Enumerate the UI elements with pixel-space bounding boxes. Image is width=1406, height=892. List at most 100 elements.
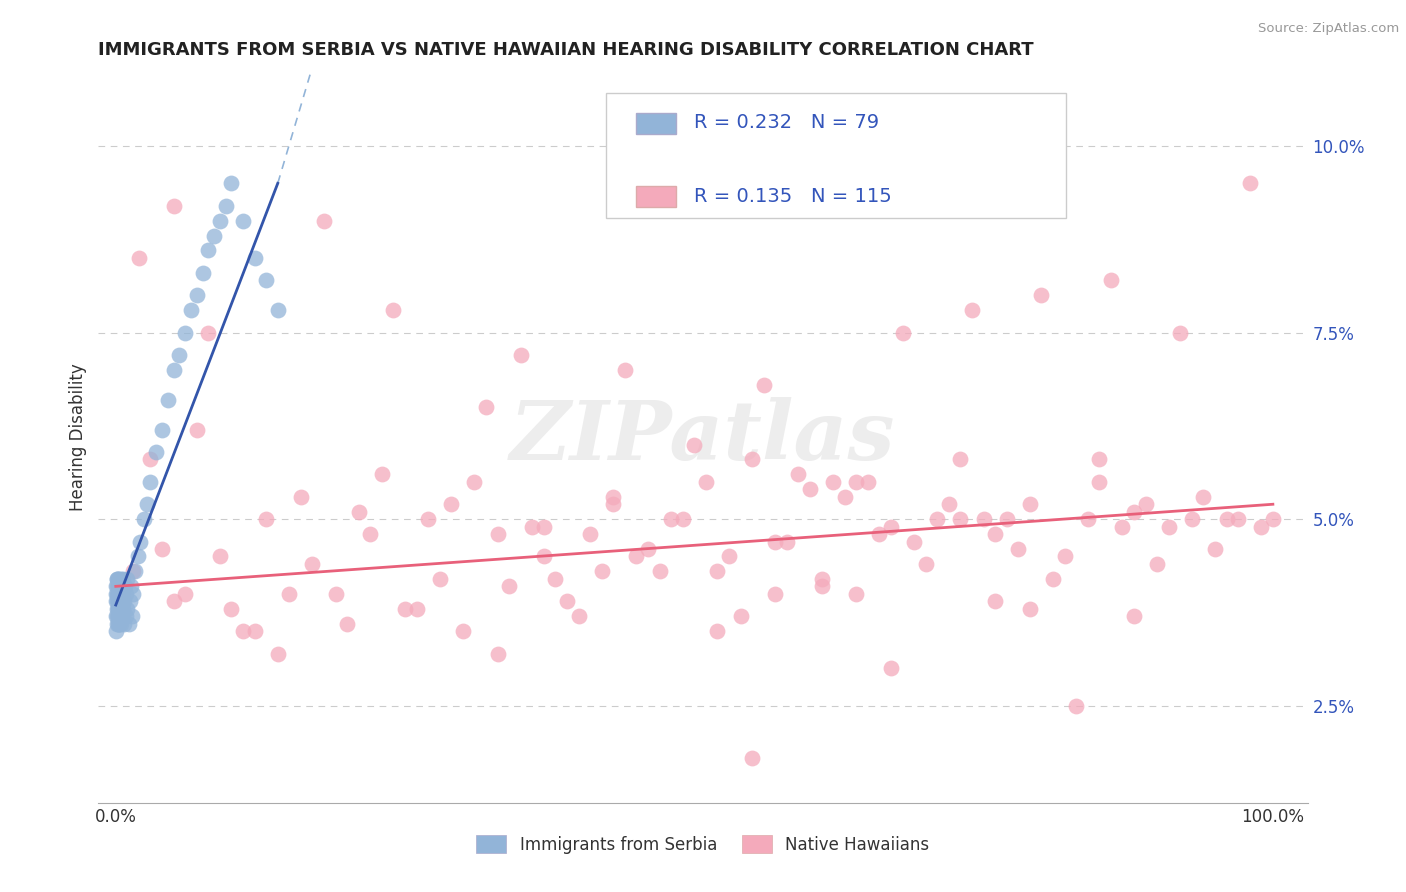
Point <box>336 616 359 631</box>
Point <box>382 303 405 318</box>
Point <box>637 542 659 557</box>
Point <box>1215 512 1237 526</box>
Point <box>124 565 146 579</box>
Point <box>880 661 903 675</box>
Point <box>107 579 129 593</box>
Point <box>122 587 145 601</box>
Point <box>984 527 1007 541</box>
Point <box>105 594 128 608</box>
Point <box>429 572 451 586</box>
Point <box>1077 512 1099 526</box>
Point <box>232 624 254 639</box>
Point <box>197 326 219 340</box>
Point <box>938 497 960 511</box>
Point <box>111 587 134 601</box>
Point <box>243 251 266 265</box>
Point <box>278 587 301 601</box>
Point <box>208 549 231 564</box>
Point <box>114 579 136 593</box>
Point <box>1088 475 1111 489</box>
Point <box>105 609 128 624</box>
Point <box>799 483 821 497</box>
Point <box>105 624 128 639</box>
Point <box>105 572 128 586</box>
Point <box>1064 698 1087 713</box>
Point <box>371 467 394 482</box>
Point <box>984 594 1007 608</box>
Point <box>215 199 238 213</box>
Point <box>522 519 544 533</box>
Point <box>107 579 129 593</box>
Point <box>626 549 648 564</box>
Point <box>880 519 903 533</box>
Point <box>405 601 427 615</box>
Point <box>105 616 128 631</box>
Point <box>394 601 416 615</box>
FancyBboxPatch shape <box>637 112 675 134</box>
Point <box>162 199 184 213</box>
Point <box>683 437 706 451</box>
Point <box>105 572 128 586</box>
Point <box>112 572 135 586</box>
Point <box>1135 497 1157 511</box>
Point <box>695 475 717 489</box>
Point <box>105 579 128 593</box>
Point <box>602 490 624 504</box>
Point <box>1250 519 1272 533</box>
Point <box>108 616 131 631</box>
Point <box>763 587 786 601</box>
Point <box>591 565 613 579</box>
Point <box>107 587 129 601</box>
Point <box>325 587 347 601</box>
Point <box>1157 519 1180 533</box>
Point <box>128 251 150 265</box>
Point <box>145 445 167 459</box>
Point <box>169 348 191 362</box>
Point <box>107 609 129 624</box>
Point <box>139 475 162 489</box>
Point <box>156 392 179 407</box>
Point <box>440 497 463 511</box>
Point <box>136 497 159 511</box>
Point <box>927 512 949 526</box>
Point <box>121 609 143 624</box>
Text: R = 0.135   N = 115: R = 0.135 N = 115 <box>693 186 891 206</box>
Point <box>659 512 682 526</box>
Point <box>186 423 208 437</box>
Point <box>903 534 925 549</box>
Point <box>108 609 131 624</box>
Point <box>579 527 602 541</box>
Point <box>107 572 129 586</box>
Point <box>221 601 243 615</box>
Point <box>108 587 131 601</box>
Point <box>110 587 132 601</box>
Point <box>776 534 799 549</box>
Point <box>115 601 138 615</box>
Point <box>174 587 197 601</box>
Point <box>1192 490 1215 504</box>
Point <box>1007 542 1029 557</box>
Point <box>533 549 555 564</box>
Point <box>129 534 152 549</box>
Point <box>568 609 591 624</box>
Point <box>105 594 128 608</box>
Point <box>254 512 277 526</box>
Point <box>162 594 184 608</box>
Y-axis label: Hearing Disability: Hearing Disability <box>69 363 87 511</box>
Point <box>107 601 129 615</box>
Point <box>110 601 132 615</box>
Point <box>232 213 254 227</box>
Point <box>648 565 671 579</box>
Point <box>1042 572 1064 586</box>
Point <box>1261 512 1284 526</box>
Point <box>741 751 763 765</box>
Point <box>451 624 474 639</box>
Point <box>221 177 243 191</box>
Point <box>202 228 225 243</box>
Point <box>110 594 132 608</box>
Point <box>1168 326 1191 340</box>
Point <box>1123 505 1146 519</box>
Point <box>197 244 219 258</box>
Point <box>107 587 129 601</box>
Point <box>475 401 498 415</box>
